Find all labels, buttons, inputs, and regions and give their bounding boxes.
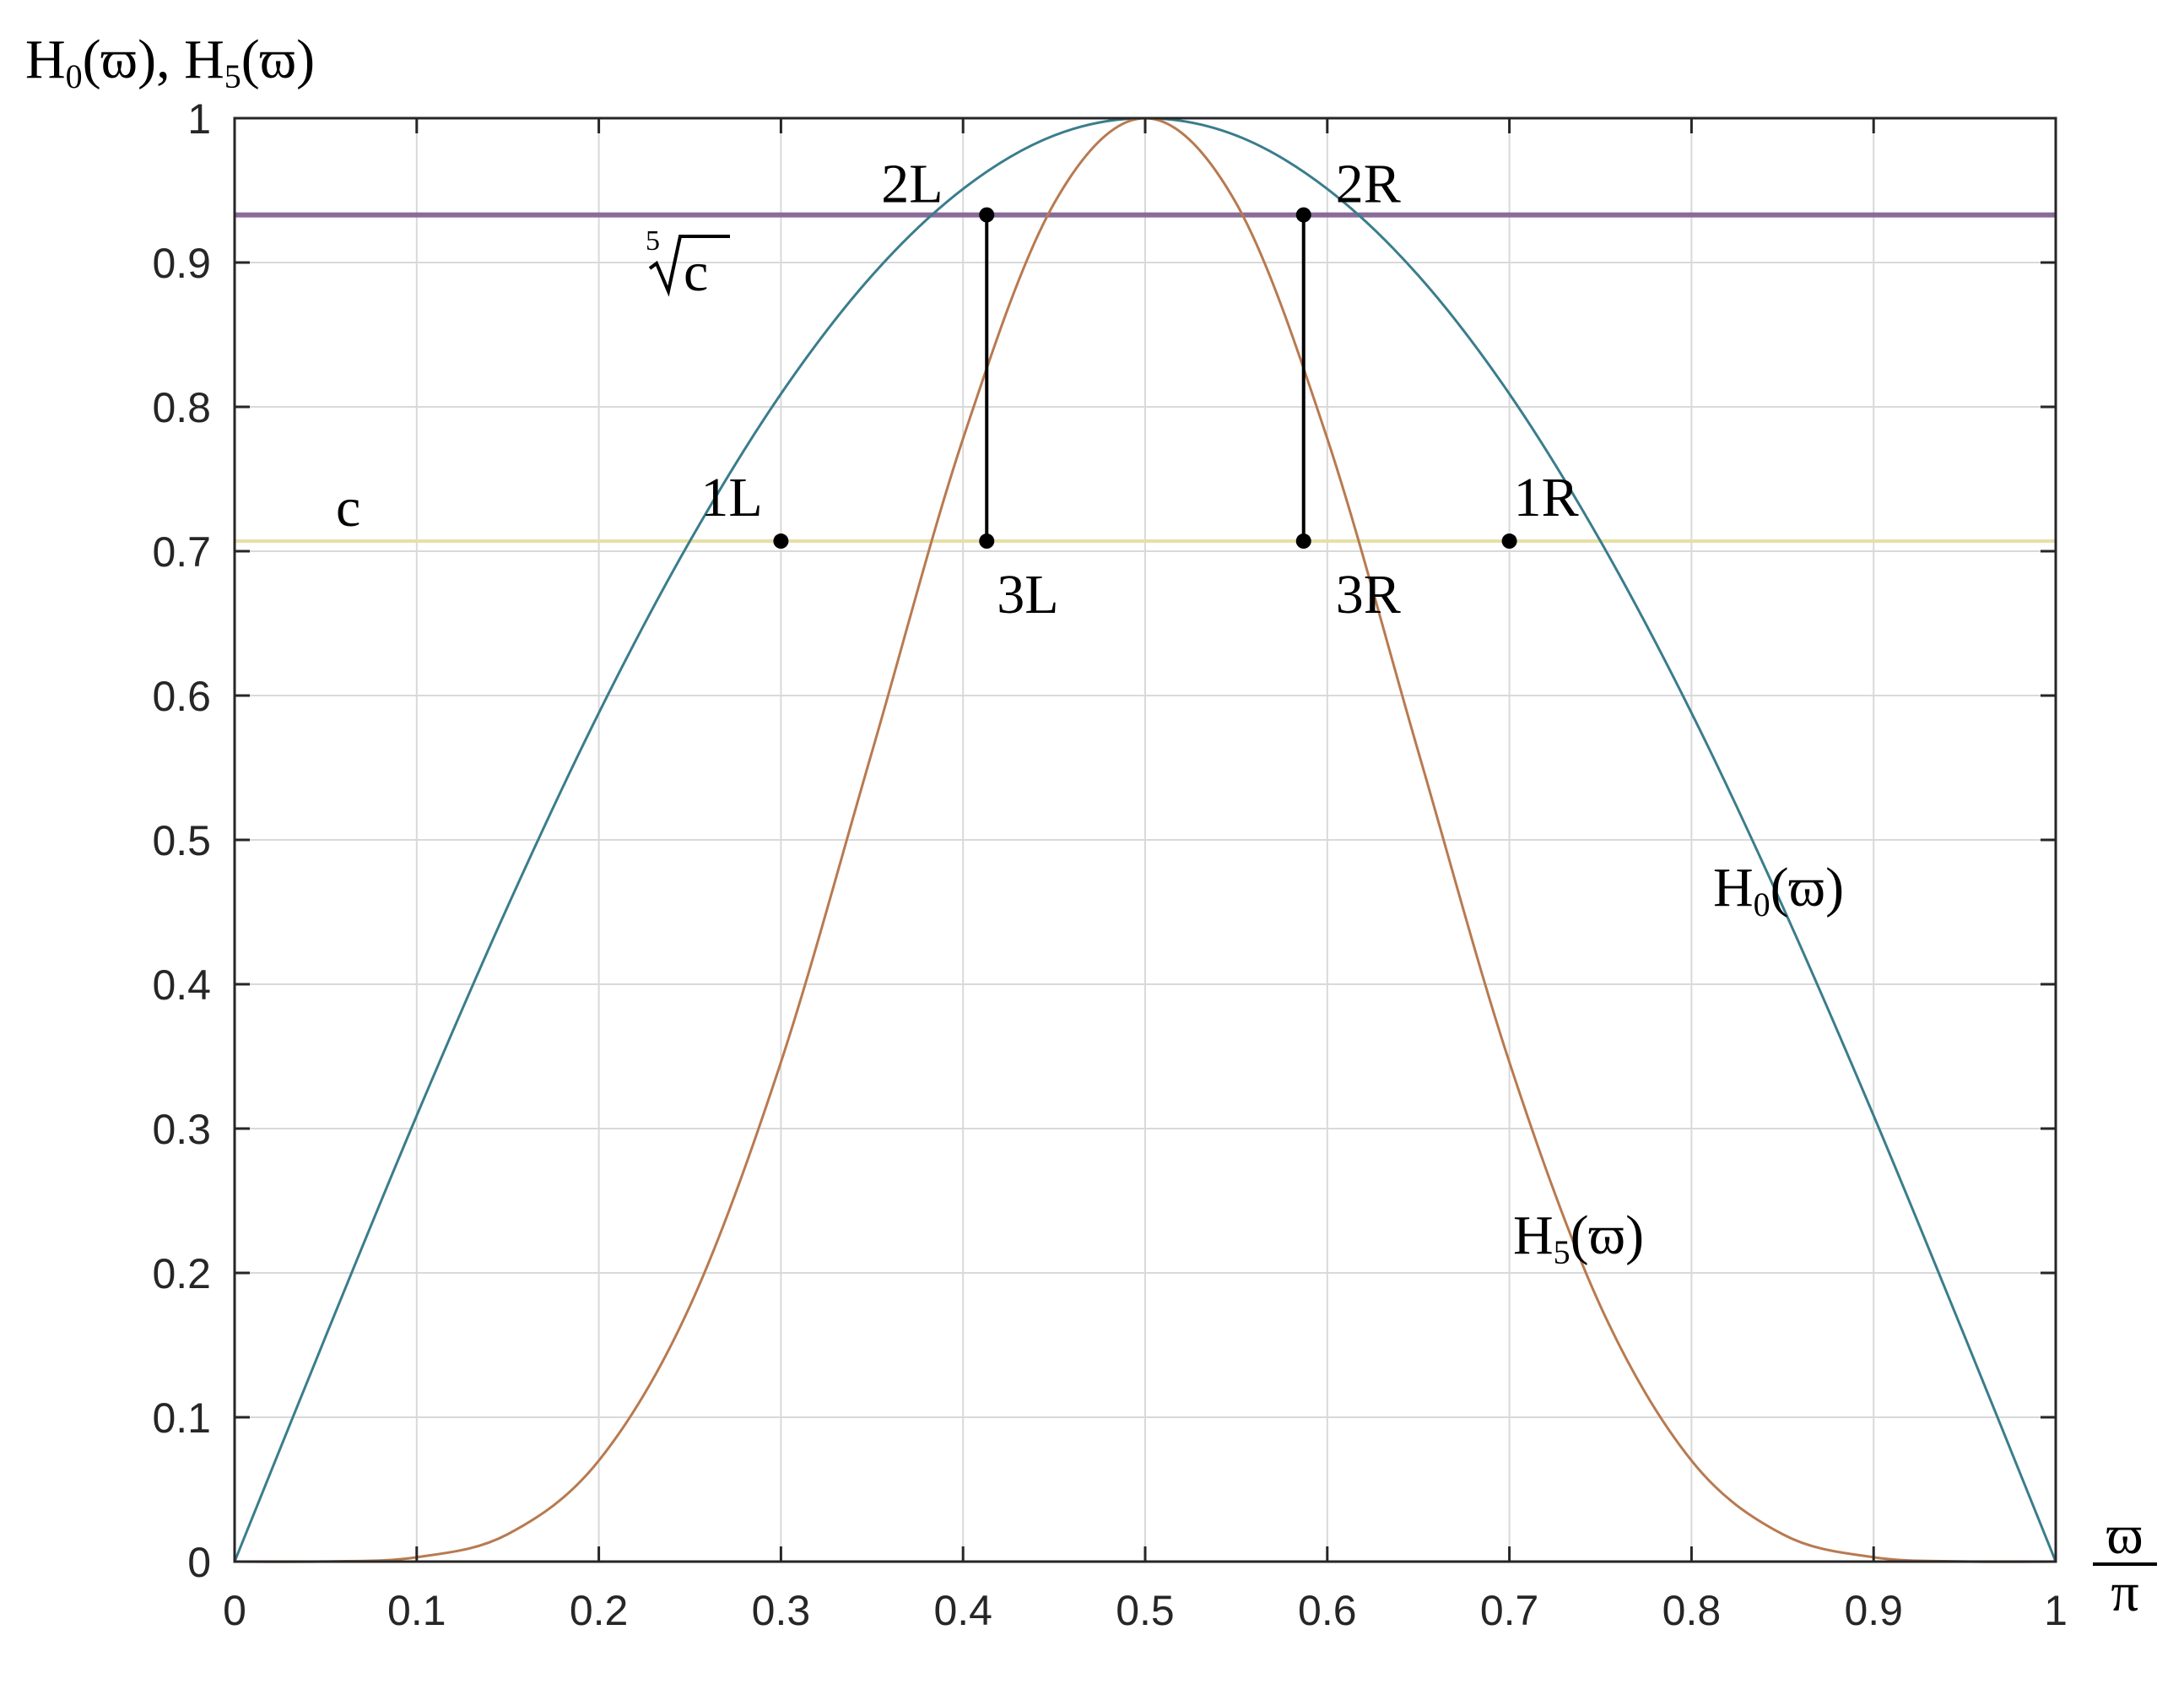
root-radicand: c <box>684 241 708 303</box>
radical-sign <box>648 235 730 297</box>
h5-label-end: (ϖ) <box>1570 1205 1644 1266</box>
point-2L <box>979 207 995 223</box>
x-tick-label: 0.7 <box>1480 1587 1539 1634</box>
h0-label-end: (ϖ) <box>1770 857 1844 918</box>
h0-label-main: H <box>1713 857 1754 918</box>
y-label-end: (ϖ) <box>241 29 315 90</box>
x-tick-label: 0.1 <box>387 1587 446 1634</box>
point-label-1L: 1L <box>700 467 762 528</box>
h5-label-sub: 5 <box>1554 1233 1570 1271</box>
x-label-denominator: π <box>2111 1562 2138 1623</box>
y-label-sub5: 5 <box>224 57 241 95</box>
y-label-sub0: 0 <box>66 57 83 95</box>
point-label-2L: 2L <box>881 154 943 215</box>
x-tick-label: 0 <box>223 1587 246 1634</box>
x-tick-label: 0.6 <box>1298 1587 1357 1634</box>
y-tick-label: 0.5 <box>152 817 211 864</box>
y-tick-label: 0.8 <box>152 384 211 431</box>
h5-series-label: H5(ϖ) <box>1513 1205 1644 1271</box>
x-label-numerator: ϖ <box>2106 1504 2143 1566</box>
point-3R <box>1295 533 1311 550</box>
x-axis-label: ϖ π <box>2093 1504 2157 1623</box>
x-tick-label: 0.2 <box>570 1587 629 1634</box>
y-tick-label: 1 <box>187 95 211 143</box>
point-1R <box>1501 533 1517 550</box>
vertical-segments <box>985 214 1306 542</box>
x-tick-label: 0.8 <box>1662 1587 1722 1634</box>
x-tick-label: 0.5 <box>1116 1587 1175 1634</box>
point-2R <box>1295 207 1311 223</box>
y-axis-label: H0(ϖ), H5(ϖ) <box>25 29 315 95</box>
y-tick-label: 0.9 <box>152 240 211 287</box>
x-tick-label: 0.3 <box>752 1587 811 1634</box>
c-line-label: c <box>336 477 360 539</box>
marked-points: 1L 1R 2L 2R 3L 3R <box>700 154 1578 625</box>
y-tick-label: 0 <box>187 1539 211 1586</box>
fifth-root-c-label: 5 c <box>646 225 730 303</box>
root-index: 5 <box>646 225 660 257</box>
y-tick-label: 0.7 <box>152 528 211 576</box>
tick-labels: 0 0.1 0.2 0.3 0.4 0.5 0.6 0.7 0.8 0.9 1 0 0.1 0.2 0.3 0… <box>152 95 2067 1634</box>
point-label-1R: 1R <box>1514 467 1579 528</box>
y-tick-label: 0.4 <box>152 961 211 1009</box>
x-tick-label: 1 <box>2044 1587 2068 1634</box>
point-label-3R: 3R <box>1336 564 1401 625</box>
grid <box>234 117 2057 1562</box>
point-label-2R: 2R <box>1336 154 1401 215</box>
y-tick-label: 0.3 <box>152 1106 211 1153</box>
y-tick-label: 0.6 <box>152 673 211 720</box>
x-tick-label: 0.4 <box>933 1587 992 1634</box>
point-label-3L: 3L <box>997 564 1058 625</box>
h0-label-sub: 0 <box>1754 885 1770 923</box>
y-tick-label: 0.1 <box>152 1394 211 1442</box>
h0-series-label: H0(ϖ) <box>1713 857 1844 923</box>
y-label-h: H <box>25 29 66 90</box>
point-1L <box>773 533 789 550</box>
y-label-mid: (ϖ), H <box>83 29 224 90</box>
y-tick-label: 0.2 <box>152 1250 211 1297</box>
h5-label-main: H <box>1513 1205 1554 1266</box>
x-tick-label: 0.9 <box>1844 1587 1903 1634</box>
reference-lines <box>235 212 2056 544</box>
point-3L <box>979 533 995 550</box>
